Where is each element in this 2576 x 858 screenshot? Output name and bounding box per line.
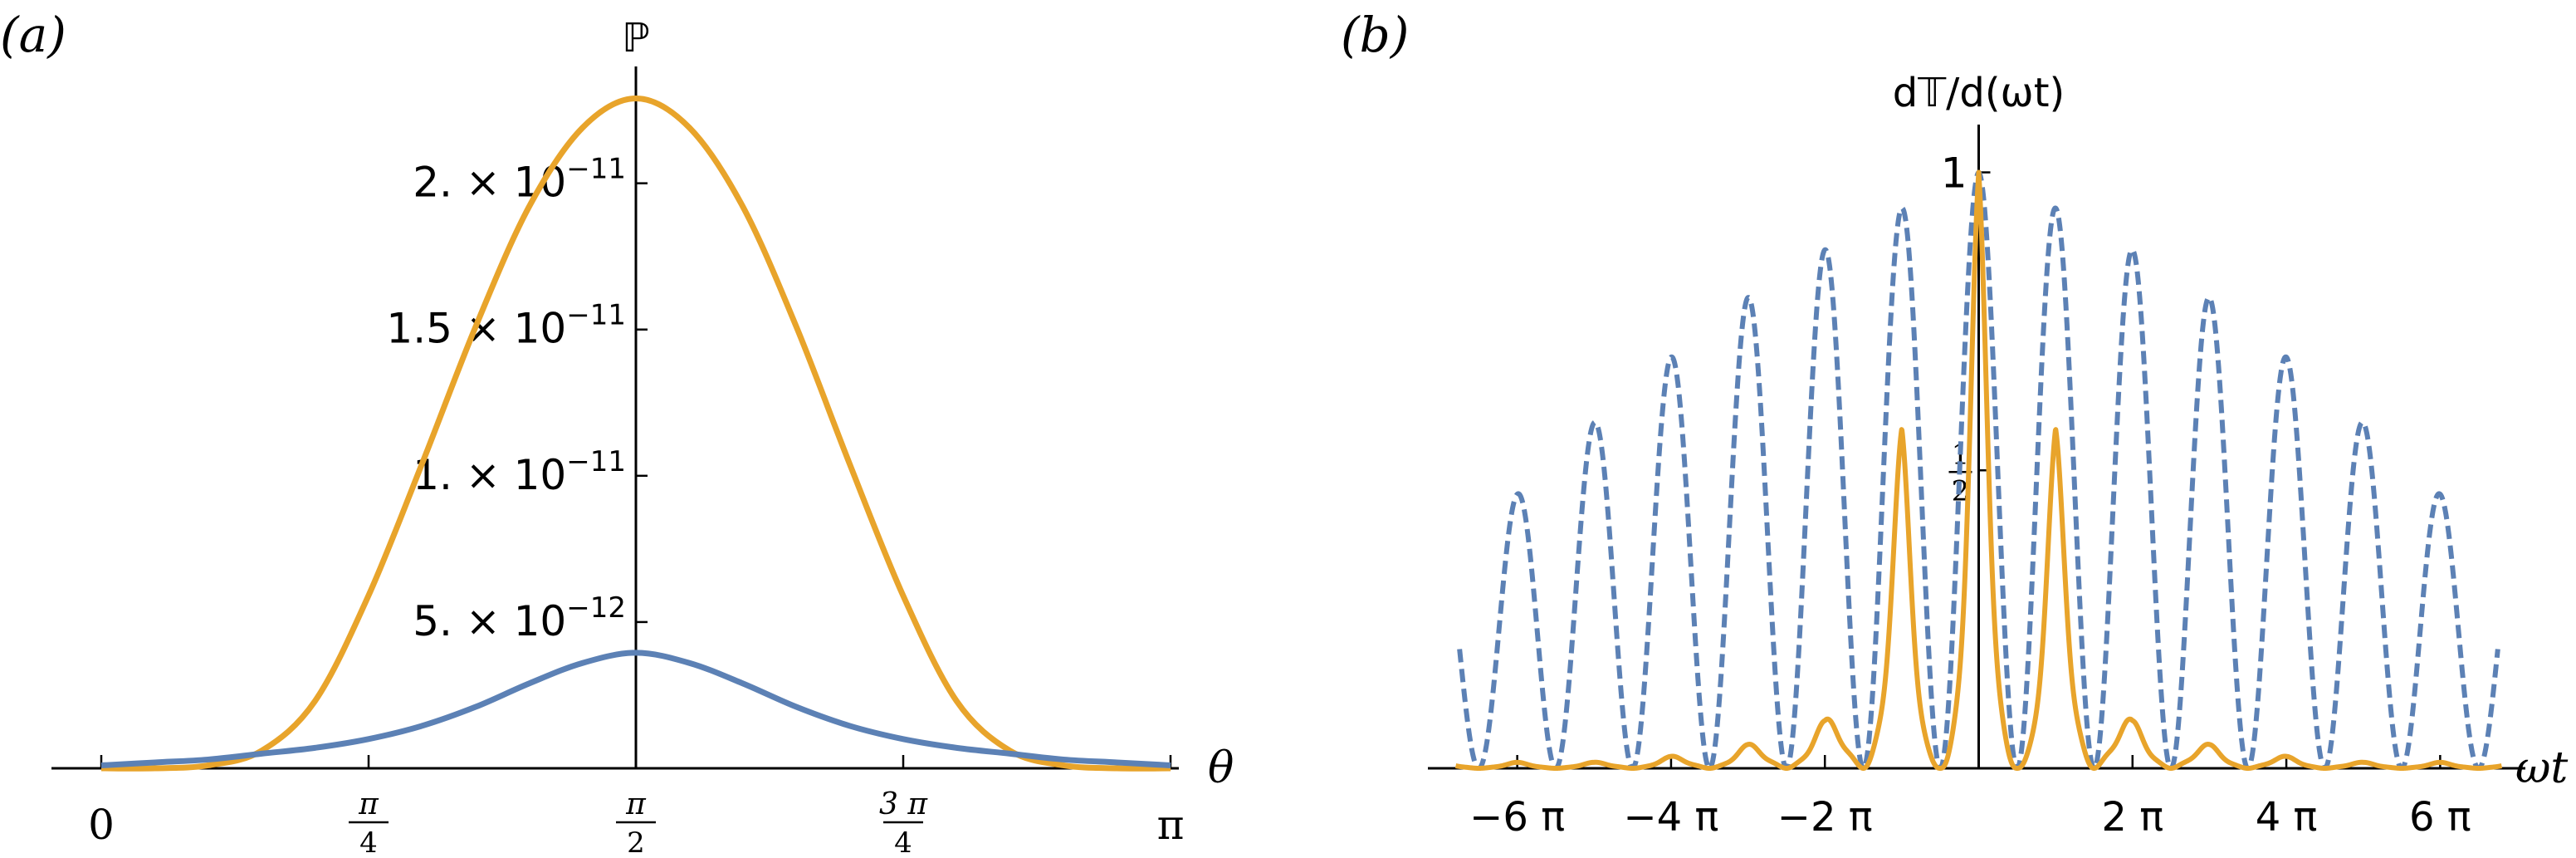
y-ticks-a: 5. × 10−12 1. × 10−11 1.5 × 10−11 2. × 10−1… [386, 153, 648, 645]
x-tick-numerator: π [358, 787, 379, 821]
panel-label-b: (b) [1341, 7, 1409, 63]
x-tick-label: 0 [88, 801, 115, 849]
x-axis-label-b: ωt [2515, 743, 2568, 793]
x-ticks-b: −6 π −4 π −2 π 2 π 4 π 6 π [1469, 755, 2471, 841]
y-tick-label: 1.5 × 10−11 [386, 299, 626, 353]
y-axis-label-b: d𝕋/d(ωt) [1893, 70, 2065, 116]
x-tick-denominator: 2 [627, 826, 645, 858]
x-tick-label: −4 π [1623, 794, 1718, 841]
x-tick-denominator: 4 [359, 826, 378, 858]
panel-b: (b) d𝕋/d(ωt) ωt −6 π −4 π −2 π 2 π 4 π 6 π 1 2… [1341, 7, 2568, 841]
series-line-b-1 [1453, 169, 2505, 771]
x-axis-label-a: θ [1208, 743, 1234, 793]
series-line-a-0 [100, 96, 1171, 772]
y-tick-text: 1. × 10−11 [413, 445, 626, 499]
x-tick-label: 2 π [2101, 794, 2163, 841]
panel-a: (a) ℙ θ 0 π 4 π 2 3 π 4 π 5. × 10−12 1. × 10−11 1… [0, 7, 1234, 858]
y-tick-label: 1 [1941, 150, 1967, 198]
x-tick-label: 6 π [2409, 794, 2471, 841]
x-ticks-a: 0 π 4 π 2 3 π 4 π [88, 755, 1184, 858]
y-axis-label-a: ℙ [622, 15, 650, 61]
y-tick-label: 1. × 10−11 [413, 445, 626, 499]
panel-label-a: (a) [0, 7, 66, 63]
y-tick-label: 5. × 10−12 [413, 591, 626, 645]
x-tick-numerator: 3 π [879, 787, 928, 821]
x-tick-label: −6 π [1469, 794, 1565, 841]
series-group-a [100, 96, 1171, 772]
x-tick-numerator: π [625, 787, 647, 821]
y-tick-text: 1.5 × 10−11 [386, 299, 626, 353]
series-group-b [1453, 169, 2505, 771]
y-tick-label: 2. × 10−11 [413, 153, 626, 207]
y-tick-text: 2. × 10−11 [413, 153, 626, 207]
x-tick-denominator: 4 [894, 826, 912, 858]
x-tick-label: 4 π [2256, 794, 2318, 841]
x-tick-label: −2 π [1777, 794, 1873, 841]
y-tick-text: 5. × 10−12 [413, 591, 626, 645]
series-line-a-1 [100, 650, 1171, 768]
x-tick-label: π [1157, 801, 1185, 849]
